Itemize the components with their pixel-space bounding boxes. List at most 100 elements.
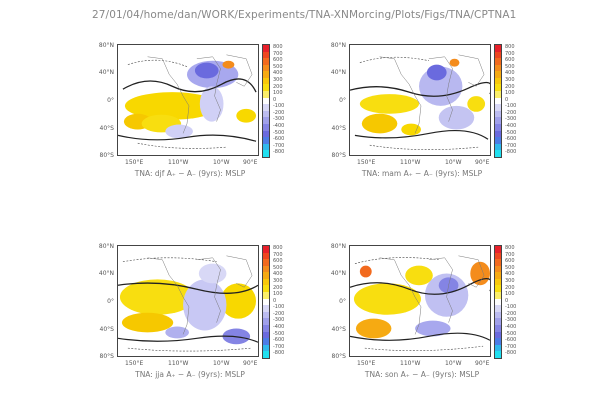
x-tick-label: 10°W (445, 360, 462, 367)
colorbar-swatch (263, 110, 269, 118)
colorbar-swatch (263, 278, 269, 286)
colorbar-swatch (263, 84, 269, 92)
colorbar-tick-label: 700 (505, 251, 515, 258)
colorbar-swatch (495, 344, 501, 352)
colorbar-swatch (495, 45, 501, 52)
colorbar-tick-label: -100 (505, 304, 517, 311)
colorbar (262, 245, 270, 359)
colorbar-tick-label: 800 (505, 44, 515, 50)
colorbar-swatch (263, 71, 269, 78)
y-tick-label: 0° (339, 97, 346, 104)
colorbar-swatch (263, 305, 269, 312)
colorbar-tick-label: -500 (273, 330, 285, 337)
colorbar-tick-label: 200 (273, 284, 283, 291)
x-tick-label: 110°W (400, 159, 421, 166)
colorbar-swatch (263, 91, 269, 98)
colorbar-tick-label: -700 (273, 343, 285, 350)
colorbar-swatch (495, 305, 501, 312)
colorbar-tick-label: -200 (273, 109, 285, 116)
colorbar-swatch (263, 292, 269, 299)
colorbar-swatch (495, 123, 501, 131)
map-plot (349, 245, 491, 357)
colorbar-swatch (495, 117, 501, 124)
colorbar-swatch (495, 110, 501, 118)
x-tick-label: 110°W (400, 360, 421, 367)
colorbar-tick-label: 600 (273, 57, 283, 64)
colorbar-tick-label: 400 (505, 271, 515, 278)
y-tick-label: 80°S (99, 152, 114, 159)
y-tick-label: 40°S (99, 326, 114, 333)
colorbar-tick-label: -100 (273, 304, 285, 311)
colorbar-swatch (263, 117, 269, 124)
panel-caption: TNA: mam A₊ − A₋ (9yrs): MSLP (361, 169, 483, 178)
colorbar-tick-label: -600 (273, 136, 285, 143)
y-tick-label: 40°N (98, 69, 114, 76)
colorbar-swatch (263, 45, 269, 52)
colorbar-tick-label: 700 (505, 50, 515, 57)
colorbar-swatch (263, 285, 269, 293)
x-tick-label: 90°E (475, 360, 490, 367)
colorbar-tick-label: -300 (273, 317, 285, 324)
colorbar-swatch (263, 318, 269, 325)
colorbar-swatch (495, 71, 501, 78)
colorbar-tick-label: 400 (505, 70, 515, 77)
y-tick-label: 0° (107, 298, 114, 305)
colorbar-swatch (495, 324, 501, 332)
colorbar-swatch (263, 351, 269, 358)
colorbar-swatch (495, 285, 501, 293)
y-tick-label: 40°S (331, 326, 346, 333)
colorbar-ticks: 800 700 600 500 400 300 200 100 0 -100 -200 -300 -40… (273, 44, 301, 158)
map-field (350, 255, 490, 351)
colorbar-swatch (495, 51, 501, 59)
chart-panel-jja: 80°N 40°N 0° 40°S 80°S 150°E 110°W 10°W … (92, 243, 302, 390)
page-title: 27/01/04/home/dan/WORK/Experiments/TNA-X… (92, 9, 517, 21)
colorbar-swatch (495, 259, 501, 266)
colorbar-tick-label: 600 (505, 57, 515, 64)
colorbar-swatch (495, 84, 501, 92)
colorbar-swatch (495, 130, 501, 138)
colorbar-swatch (495, 318, 501, 325)
map-field (350, 54, 490, 150)
colorbar-tick-label: 0 (273, 297, 277, 304)
y-tick-label: 0° (339, 298, 346, 305)
colorbar-tick-label: 200 (505, 284, 515, 291)
colorbar-tick-label: 600 (273, 258, 283, 265)
y-tick-label: 80°S (331, 152, 346, 159)
colorbar (262, 44, 270, 158)
colorbar-tick-label: 800 (505, 245, 515, 251)
chart-panel-djf: 80°N 40°N 0° 40°S 80°S 150°E 110°W 10°W … (92, 42, 302, 189)
map-plot (117, 44, 259, 156)
colorbar-tick-label: -500 (505, 129, 517, 136)
colorbar-tick-label: 700 (273, 50, 283, 57)
colorbar-tick-label: -800 (273, 149, 285, 156)
y-tick-label: 40°N (98, 270, 114, 277)
colorbar-swatch (263, 64, 269, 72)
y-tick-label: 0° (107, 97, 114, 104)
colorbar-tick-label: -300 (505, 116, 517, 123)
colorbar-swatch (263, 104, 269, 111)
x-tick-label: 150°E (357, 360, 376, 367)
y-tick-label: 40°S (99, 125, 114, 132)
colorbar (494, 245, 502, 359)
panel-caption: TNA: djf A₊ − A₋ (9yrs): MSLP (134, 169, 246, 178)
colorbar-swatch (495, 64, 501, 72)
colorbar-tick-label: 500 (273, 63, 283, 70)
colorbar-tick-label: -700 (505, 343, 517, 350)
colorbar-swatch (495, 77, 501, 85)
colorbar-tick-label: 400 (273, 271, 283, 278)
colorbar-tick-label: 100 (505, 291, 515, 298)
colorbar-swatch (495, 338, 501, 345)
colorbar-swatch (263, 272, 269, 279)
colorbar-tick-label: -300 (505, 317, 517, 324)
map-field (118, 54, 257, 149)
colorbar-swatch (495, 265, 501, 273)
colorbar-tick-label: -100 (505, 103, 517, 110)
colorbar-tick-label: 800 (273, 44, 283, 50)
chart-panel-son: 80°N 40°N 0° 40°S 80°S 150°E 110°W 10°W … (324, 243, 534, 390)
colorbar-swatch (495, 137, 501, 144)
colorbar-tick-label: 0 (273, 96, 277, 103)
colorbar-swatch (263, 246, 269, 253)
colorbar-swatch (263, 311, 269, 319)
colorbar-swatch (263, 150, 269, 157)
y-tick-label: 80°N (98, 243, 114, 250)
